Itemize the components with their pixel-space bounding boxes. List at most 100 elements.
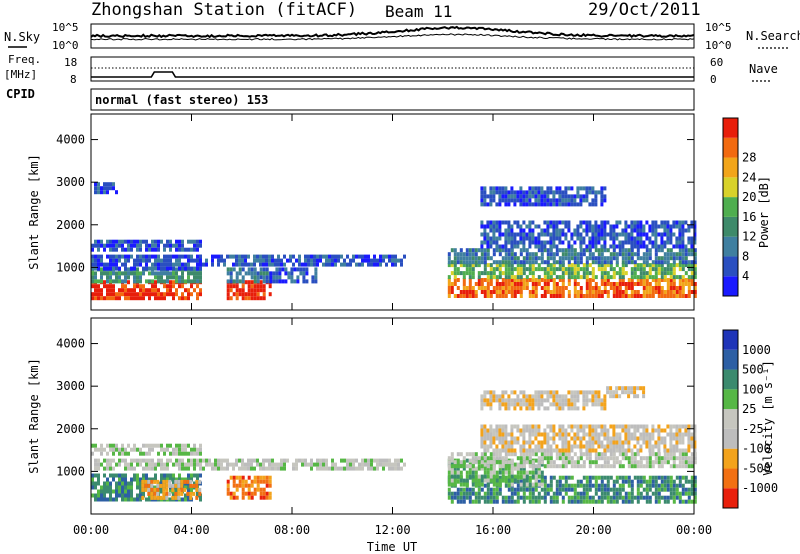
heatmap-cell [118, 243, 121, 248]
heatmap-cell [235, 292, 239, 297]
heatmap-cell [687, 491, 691, 496]
heatmap-cell [681, 256, 685, 261]
heatmap-cell [151, 284, 154, 289]
heatmap-cell [594, 483, 598, 488]
heatmap-cell [453, 282, 457, 286]
heatmap-cell [504, 271, 508, 276]
heatmap-cell [106, 284, 109, 289]
heatmap-cell [271, 466, 274, 471]
heatmap-cell [151, 243, 154, 248]
heatmap-cell [193, 473, 196, 478]
heatmap-cell [486, 474, 490, 479]
heatmap-cell [495, 275, 499, 280]
heatmap-cell [193, 266, 196, 271]
heatmap-cell [549, 186, 553, 191]
heatmap-cell [453, 491, 457, 496]
heatmap-cell [630, 290, 634, 294]
heatmap-cell [531, 406, 535, 411]
heatmap-cell [450, 470, 454, 475]
heatmap-cell [612, 479, 616, 484]
heatmap-cell [483, 232, 487, 237]
heatmap-cell [654, 483, 658, 488]
heatmap-cell [277, 466, 280, 471]
heatmap-cell [145, 473, 148, 478]
heatmap-cell [447, 491, 451, 496]
heatmap-cell [681, 483, 685, 488]
heatmap-cell [537, 198, 541, 203]
heatmap-cell [636, 278, 640, 282]
heatmap-cell [537, 495, 541, 500]
heatmap-cell [504, 248, 508, 253]
heatmap-cell [639, 444, 643, 449]
heatmap-cell [516, 278, 520, 282]
heatmap-cell [585, 256, 589, 261]
heatmap-cell [262, 491, 266, 496]
heatmap-cell [666, 487, 670, 492]
heatmap-cell [157, 247, 160, 252]
heatmap-cell [325, 458, 328, 463]
heatmap-cell [675, 424, 679, 429]
heatmap-cell [564, 444, 568, 449]
heatmap-cell [645, 236, 649, 241]
heatmap-cell [582, 424, 586, 429]
heatmap-cell [663, 224, 667, 229]
heatmap-cell [127, 451, 130, 456]
heatmap-cell [504, 256, 508, 261]
heatmap-cell [115, 485, 118, 490]
heatmap-cell [163, 254, 166, 259]
heatmap-cell [486, 478, 490, 483]
colorbar-swatch [723, 236, 738, 257]
heatmap-cell [136, 485, 139, 490]
heatmap-cell [513, 398, 517, 403]
heatmap-cell [136, 247, 139, 252]
heatmap-cell [693, 491, 697, 496]
heatmap-cell [121, 271, 124, 276]
heatmap-cell [690, 244, 694, 249]
heatmap-cell [124, 239, 127, 244]
heatmap-cell [453, 474, 457, 479]
heatmap-cell [181, 296, 184, 301]
heatmap-cell [564, 186, 568, 191]
heatmap-cell [130, 243, 133, 248]
heatmap-cell [94, 275, 97, 280]
heatmap-cell [687, 479, 691, 484]
heatmap-cell [190, 279, 193, 284]
heatmap-cell [540, 260, 544, 265]
heatmap-cell [531, 267, 535, 272]
heatmap-cell [498, 224, 502, 229]
heatmap-cell [391, 466, 394, 471]
heatmap-cell [666, 286, 670, 290]
heatmap-cell [501, 256, 505, 261]
heatmap-cell [621, 228, 625, 233]
heatmap-cell [513, 194, 517, 199]
heatmap-cell [648, 475, 652, 480]
heatmap-cell [388, 462, 391, 467]
heatmap-cell [639, 294, 643, 298]
heatmap-cell [540, 248, 544, 253]
heatmap-cell [537, 390, 541, 395]
heatmap-cell [540, 286, 544, 290]
heatmap-cell [627, 448, 631, 453]
heatmap-cell [642, 464, 646, 469]
heatmap-cell [543, 198, 547, 203]
heatmap-cell [540, 267, 544, 272]
heatmap-cell [627, 491, 631, 496]
heatmap-cell [636, 290, 640, 294]
heatmap-cell [552, 390, 556, 395]
heatmap-cell [97, 254, 100, 259]
heatmap-cell [277, 262, 280, 267]
heatmap-cell [480, 456, 484, 461]
heatmap-cell [302, 275, 306, 280]
heatmap-cell [531, 286, 535, 290]
heatmap-cell [669, 286, 673, 290]
heatmap-cell [585, 402, 589, 407]
heatmap-cell [516, 495, 520, 500]
heatmap-cell [690, 452, 694, 457]
heatmap-cell [483, 436, 487, 441]
heatmap-cell [133, 288, 136, 293]
heatmap-cell [100, 447, 103, 452]
y-tick-label: 2000 [56, 218, 85, 232]
heatmap-cell [325, 262, 328, 267]
heatmap-cell [513, 232, 517, 237]
